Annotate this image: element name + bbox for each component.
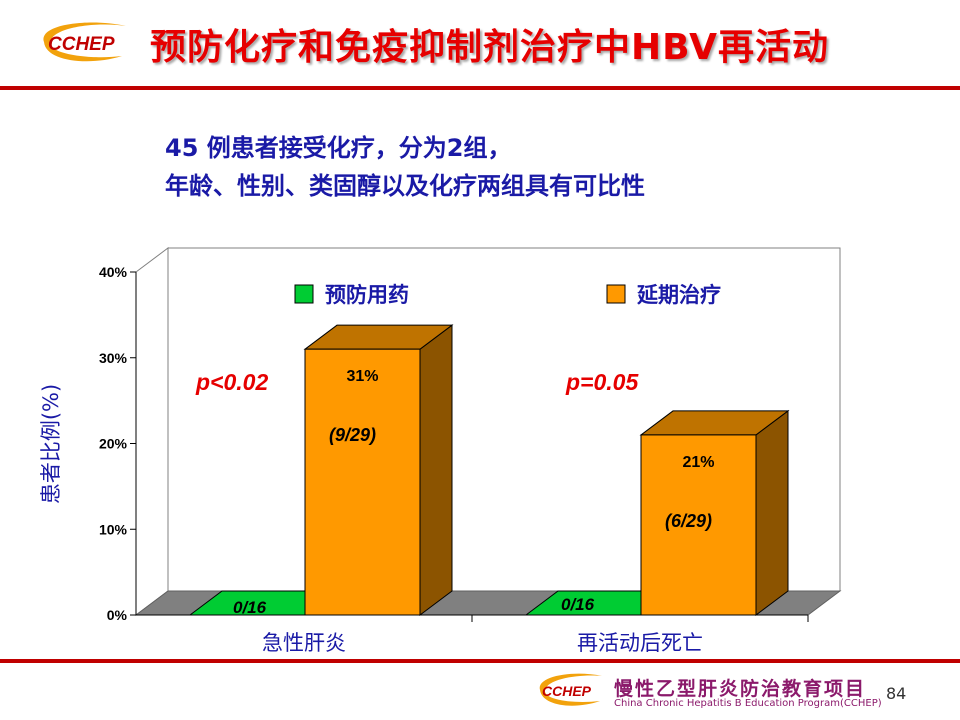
- legend-label-deferred: 延期治疗: [636, 283, 721, 307]
- svg-text:CCHEP: CCHEP: [542, 683, 592, 699]
- legend-swatch-deferred: [606, 284, 626, 304]
- y-tick-label: 30%: [99, 350, 128, 366]
- bar-preventive-0-value-label: 0/16: [233, 598, 267, 617]
- category-label-death-after-reactivation: 再活动后死亡: [577, 631, 703, 655]
- footer-cchep-logo: CCHEP: [539, 673, 602, 706]
- bar-deferred-1-side: [755, 409, 789, 616]
- legend-swatch-preventive: [294, 284, 314, 304]
- bar-deferred-0-count-label: (9/29): [329, 425, 376, 445]
- footer-program-name-en: China Chronic Hepatitis B Education Prog…: [614, 698, 882, 709]
- subtitle-line-1: 45 例患者接受化疗，分为2组，: [165, 134, 512, 162]
- bar-deferred-1-count-label: (6/29): [665, 511, 712, 531]
- bar-chart: 0% 10% 20% 30% 40% 0/16 31% (9/29) 0/16 21% (6/29…: [39, 247, 842, 655]
- bar-deferred-1-value-label: 21%: [682, 454, 714, 471]
- footer-divider: [0, 659, 960, 663]
- legend-label-preventive: 预防用药: [325, 283, 409, 307]
- p-value-acute-hepatitis: p<0.02: [195, 369, 268, 395]
- category-label-acute-hepatitis: 急性肝炎: [262, 631, 346, 655]
- p-value-death: p=0.05: [565, 369, 639, 395]
- bar-deferred-1: [640, 434, 757, 616]
- header-divider: [0, 86, 960, 90]
- footer-program-name-cn: 慢性乙型肝炎防治教育项目: [614, 678, 867, 700]
- slide-title: 预防化疗和免疫抑制剂治疗中HBV再活动: [150, 27, 829, 68]
- y-tick-label: 20%: [99, 436, 128, 452]
- cchep-logo: CCHEP: [43, 22, 127, 62]
- bar-deferred-0-value-label: 31%: [346, 368, 378, 385]
- bar-preventive-1-value-label: 0/16: [561, 595, 595, 614]
- y-tick-label: 10%: [99, 521, 128, 537]
- y-tick-label: 0%: [107, 607, 128, 623]
- bar-deferred-0-side: [419, 324, 453, 616]
- page-number: 84: [886, 684, 907, 703]
- y-tick-label: 40%: [99, 264, 128, 280]
- y-axis-title: 患者比例(%): [39, 384, 63, 504]
- subtitle-line-2: 年龄、性别、类固醇以及化疗两组具有可比性: [165, 172, 645, 200]
- svg-text:CCHEP: CCHEP: [48, 34, 115, 55]
- chart-side-wall: [135, 247, 169, 616]
- bar-deferred-0: [304, 348, 421, 616]
